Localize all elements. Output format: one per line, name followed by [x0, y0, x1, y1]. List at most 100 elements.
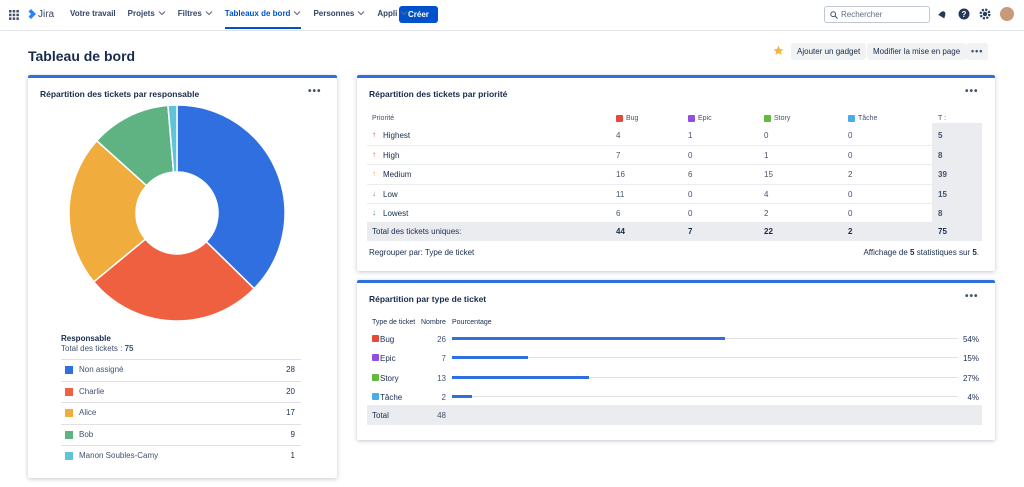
- legend-label[interactable]: Alice: [79, 408, 97, 418]
- summary-part: 5: [910, 248, 915, 257]
- brand[interactable]: Jira: [38, 9, 55, 20]
- total-value: 75: [124, 344, 134, 353]
- donut-slice[interactable]: [68, 139, 148, 283]
- notifications[interactable]: [937, 9, 948, 20]
- cell[interactable]: 0: [688, 189, 693, 199]
- cell[interactable]: 1: [764, 150, 769, 160]
- search-box[interactable]: Rechercher: [824, 6, 930, 23]
- legend-total: Total des tickets : 75: [61, 344, 134, 353]
- cell[interactable]: 0: [848, 150, 853, 160]
- donut-slice[interactable]: [92, 238, 256, 322]
- total-cell: 44: [616, 227, 625, 236]
- chevron: [357, 11, 365, 16]
- cell[interactable]: 8: [938, 209, 943, 218]
- settings[interactable]: [979, 8, 991, 20]
- column-header: Story: [774, 115, 791, 122]
- cell[interactable]: 39: [938, 170, 947, 179]
- cell[interactable]: 15: [764, 170, 773, 179]
- priority-label: Medium: [383, 170, 412, 179]
- column-header: Nombre: [421, 319, 446, 326]
- percent-bar: [452, 395, 473, 399]
- type-count: 2: [441, 393, 446, 403]
- type-count: 26: [437, 335, 446, 344]
- edit-layout-button[interactable]: Modifier la mise en page: [867, 43, 967, 60]
- nav-item[interactable]: Filtres: [178, 9, 213, 18]
- more-button[interactable]: •••: [966, 43, 989, 60]
- type-icon: [848, 115, 855, 122]
- total-cell: 22: [764, 227, 773, 236]
- bar-track: [452, 396, 958, 398]
- nav-item[interactable]: Tableaux de bord: [225, 9, 302, 18]
- cell[interactable]: 11: [616, 189, 625, 199]
- column-header: Tâche: [858, 115, 878, 122]
- legend-divider: [61, 423, 301, 425]
- cell[interactable]: 16: [616, 170, 625, 179]
- cell[interactable]: 0: [688, 150, 693, 160]
- type-name[interactable]: Story: [380, 373, 399, 383]
- nav-item[interactable]: Projets: [128, 9, 166, 18]
- percent-bar: [452, 337, 726, 340]
- summary-part: 5: [972, 248, 977, 257]
- create-button[interactable]: Créer: [399, 6, 438, 23]
- search-placeholder: Rechercher: [841, 10, 883, 19]
- chevron: [158, 11, 166, 16]
- cell[interactable]: 0: [688, 209, 693, 218]
- legend-swatch: [65, 409, 73, 418]
- column-header: Priorité: [372, 115, 395, 122]
- app-switcher[interactable]: [9, 10, 19, 20]
- avatar[interactable]: [1000, 7, 1014, 21]
- bar-track: [452, 376, 958, 378]
- cell[interactable]: 0: [848, 209, 853, 218]
- cell[interactable]: 5: [938, 131, 943, 140]
- legend-value: 9: [290, 429, 295, 439]
- help[interactable]: ?: [958, 8, 970, 20]
- cell[interactable]: 2: [764, 209, 769, 218]
- nav-item[interactable]: Appli: [377, 9, 408, 18]
- gadget-menu[interactable]: •••: [308, 86, 322, 97]
- donut-slice[interactable]: [167, 104, 178, 173]
- nav-item[interactable]: Votre travail: [70, 9, 116, 18]
- gadget-menu[interactable]: •••: [965, 86, 979, 97]
- legend-label[interactable]: Non assigné: [79, 365, 124, 374]
- cell[interactable]: 0: [848, 131, 853, 140]
- donut-slice[interactable]: [176, 104, 286, 290]
- cell[interactable]: 6: [688, 170, 693, 179]
- type-count: 13: [437, 373, 446, 383]
- summary: Affichage de 5 statistiques sur 5.: [863, 248, 979, 257]
- cell[interactable]: 7: [616, 150, 621, 160]
- row-divider: [367, 203, 932, 204]
- cell[interactable]: 4: [616, 131, 621, 140]
- priority-label: Highest: [383, 131, 411, 140]
- legend-label[interactable]: Charlie: [79, 386, 105, 396]
- star[interactable]: [773, 45, 784, 56]
- add-gadget-button[interactable]: Ajouter un gadget: [791, 43, 867, 60]
- cell[interactable]: 2: [848, 170, 853, 179]
- cell[interactable]: 0: [764, 131, 769, 140]
- type-name[interactable]: Bug: [380, 335, 395, 344]
- cell[interactable]: 6: [616, 209, 621, 218]
- type-name[interactable]: Tâche: [380, 393, 403, 403]
- nav-item[interactable]: Personnes: [313, 9, 365, 18]
- type-name[interactable]: Epic: [380, 354, 396, 364]
- cell[interactable]: 8: [938, 150, 943, 160]
- legend-label[interactable]: Bob: [79, 429, 94, 439]
- type-icon: [372, 373, 379, 381]
- percent-label: 27%: [962, 373, 979, 383]
- cell[interactable]: 15: [938, 189, 947, 199]
- gadget-title: Répartition des tickets par responsable: [40, 89, 200, 99]
- percent-label: 4%: [967, 393, 979, 403]
- type-icon: [372, 393, 379, 401]
- column-header: Type de ticket: [372, 319, 416, 326]
- cell[interactable]: 1: [688, 131, 693, 140]
- group-by: Regrouper par: Type de ticket: [369, 248, 475, 257]
- gadget-menu[interactable]: •••: [965, 291, 979, 302]
- total-label: Total des tickets :: [61, 344, 123, 353]
- legend-label[interactable]: Manon Soubles-Camy: [79, 451, 159, 461]
- legend-swatch: [65, 387, 73, 396]
- cell[interactable]: 4: [764, 189, 769, 199]
- priority-label: High: [383, 150, 400, 160]
- chevron: [294, 11, 301, 16]
- percent-label: 15%: [962, 354, 979, 364]
- cell[interactable]: 0: [848, 189, 853, 199]
